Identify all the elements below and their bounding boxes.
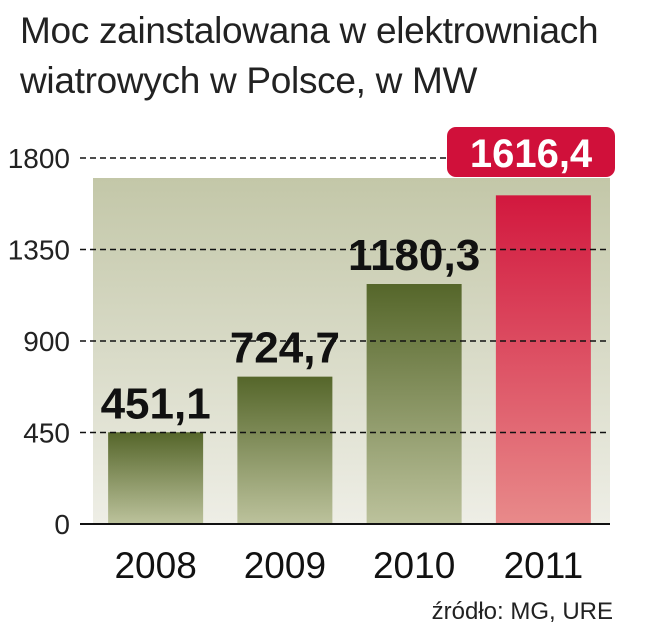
y-tick-label: 0 — [54, 509, 70, 540]
value-label: 451,1 — [101, 379, 211, 428]
x-tick-label: 2009 — [244, 545, 326, 586]
chart-title: Moc zainstalowana w elektrowniach wiatro… — [20, 6, 645, 106]
y-tick-label: 1800 — [8, 143, 70, 174]
bar-2009 — [237, 376, 333, 524]
value-label: 724,7 — [230, 324, 340, 373]
bar-2011 — [495, 195, 591, 524]
x-tick-label: 2010 — [373, 545, 455, 586]
value-label: 1616,4 — [470, 132, 593, 176]
x-tick-label: 2008 — [114, 545, 196, 586]
chart-title-line-2: wiatrowych w Polsce, w MW — [20, 60, 478, 101]
bar-2010 — [366, 284, 462, 524]
highlight-value-badge — [447, 127, 615, 177]
bar-2008 — [108, 432, 204, 524]
chart-title-line-1: Moc zainstalowana w elektrowniach — [20, 10, 599, 51]
y-tick-label: 900 — [23, 326, 70, 357]
source-note: źródło: MG, URE — [431, 598, 613, 625]
y-tick-label: 1350 — [8, 235, 70, 266]
y-tick-label: 450 — [23, 418, 70, 449]
x-tick-label: 2011 — [504, 545, 584, 586]
value-label: 1180,3 — [348, 231, 480, 280]
